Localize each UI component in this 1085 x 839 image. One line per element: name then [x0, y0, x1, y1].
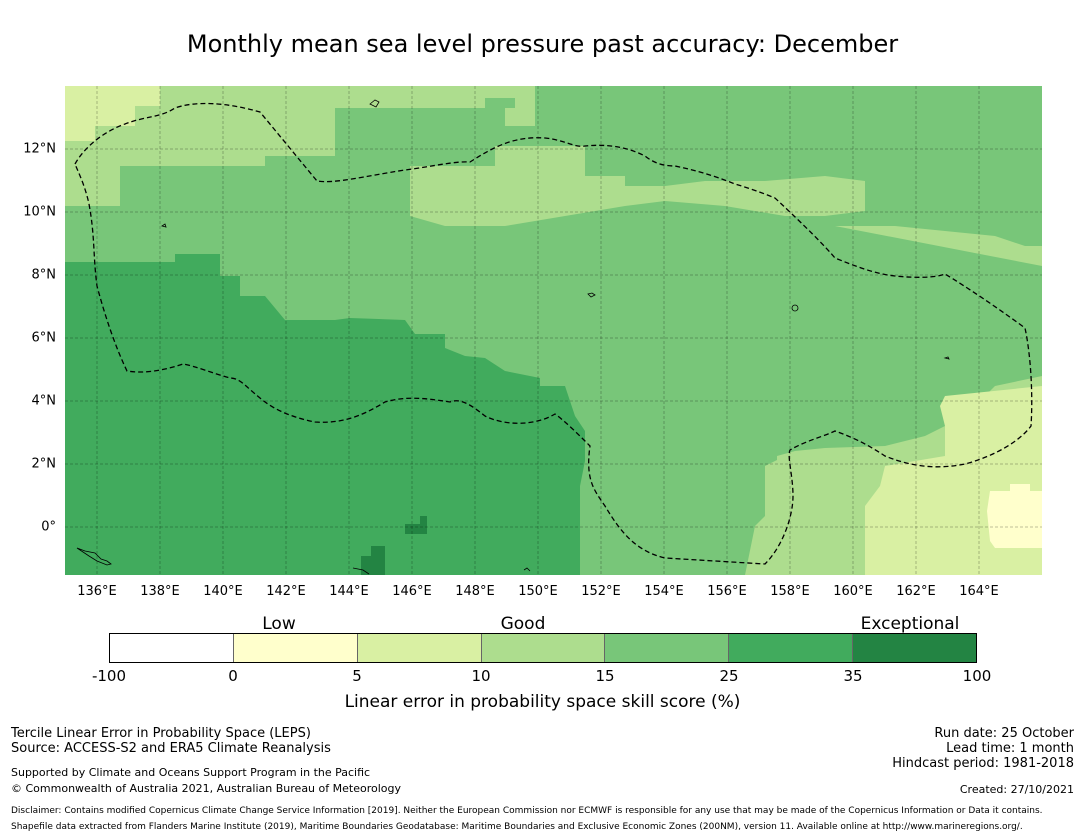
map-canvas: [65, 86, 1042, 575]
lon-label-158: 158°E: [770, 584, 810, 599]
colorbar-segment-4: [481, 634, 606, 662]
legend-category-low: Low: [262, 614, 296, 634]
lon-label-164: 164°E: [959, 584, 999, 599]
region-skill-5-10-northwest: [65, 86, 160, 141]
footer-method: Tercile Linear Error in Probability Spac…: [11, 726, 311, 741]
lat-label-2n: 2°N: [31, 456, 57, 472]
footer-source: Source: ACCESS-S2 and ERA5 Climate Reana…: [11, 741, 331, 756]
islands: [76, 99, 950, 575]
region-skill-25-35: [65, 254, 585, 575]
colorbar-tick: -100: [91, 667, 127, 685]
colorbar-tick: 0: [228, 667, 238, 685]
lat-label-4n: 4°N: [31, 393, 57, 409]
lon-label-156: 156°E: [707, 584, 747, 599]
region-skill-35-100: [405, 516, 427, 534]
colorbar: [109, 633, 977, 663]
eez-boundary: [74, 102, 1033, 565]
lat-label-0: 0°: [41, 519, 56, 535]
lon-label-162: 162°E: [896, 584, 936, 599]
hindcast-period: Hindcast period: 1981-2018: [892, 756, 1074, 771]
skill-map[interactable]: [65, 86, 1042, 575]
lon-label-146: 146°E: [392, 584, 432, 599]
colorbar-segment-1: [110, 634, 234, 662]
legend-category-good: Good: [500, 614, 546, 634]
disclaimer: Disclaimer: Contains modified Copernicus…: [11, 806, 1043, 816]
lon-label-154: 154°E: [644, 584, 684, 599]
run-date: Run date: 25 October: [934, 726, 1074, 741]
colorbar-tick: 35: [843, 667, 863, 685]
colorbar-tick: 5: [352, 667, 362, 685]
graticule: [65, 86, 1042, 575]
lon-label-152: 152°E: [581, 584, 621, 599]
lat-label-12n: 12°N: [23, 141, 56, 157]
colorbar-segment-2: [233, 634, 358, 662]
created-date: Created: 27/10/2021: [959, 783, 1074, 796]
colorbar-segment-3: [357, 634, 482, 662]
footer-copyright: © Commonwealth of Australia 2021, Austra…: [11, 782, 401, 795]
region-skill-10-15-northeast: [505, 86, 535, 126]
lon-label-136: 136°E: [77, 584, 117, 599]
lat-label-10n: 10°N: [23, 204, 56, 220]
colorbar-tick: 15: [595, 667, 615, 685]
lon-label-142: 142°E: [266, 584, 306, 599]
colorbar-title: Linear error in probability space skill …: [344, 692, 741, 712]
chart-title: Monthly mean sea level pressure past acc…: [186, 30, 899, 58]
colorbar-tick: 100: [962, 667, 992, 685]
footer-support: Supported by Climate and Oceans Support …: [11, 766, 371, 779]
lon-label-148: 148°E: [455, 584, 495, 599]
lead-time: Lead time: 1 month: [946, 741, 1074, 756]
colorbar-segment-5: [605, 634, 730, 662]
shapefile-credit: Shapefile data extracted from Flanders M…: [11, 822, 1023, 832]
lat-label-6n: 6°N: [31, 330, 57, 346]
region-skill-10-15-central: [410, 146, 865, 226]
region-skill-10-15-north: [65, 86, 525, 206]
colorbar-segment-6: [729, 634, 854, 662]
lon-label-144: 144°E: [329, 584, 369, 599]
colorbar-tick: 10: [471, 667, 491, 685]
lon-label-150: 150°E: [518, 584, 558, 599]
colorbar-segment-7: [853, 634, 977, 662]
colorbar-tick: 25: [719, 667, 739, 685]
lon-label-138: 138°E: [140, 584, 180, 599]
lon-label-140: 140°E: [203, 584, 243, 599]
legend-category-exceptional: Exceptional: [860, 614, 960, 634]
lat-label-8n: 8°N: [31, 267, 57, 283]
region-skill-35-100-b: [361, 546, 385, 575]
region-skill-0-5: [987, 484, 1042, 548]
lon-label-160: 160°E: [833, 584, 873, 599]
region-skill-10-15-southeast: [745, 456, 785, 575]
